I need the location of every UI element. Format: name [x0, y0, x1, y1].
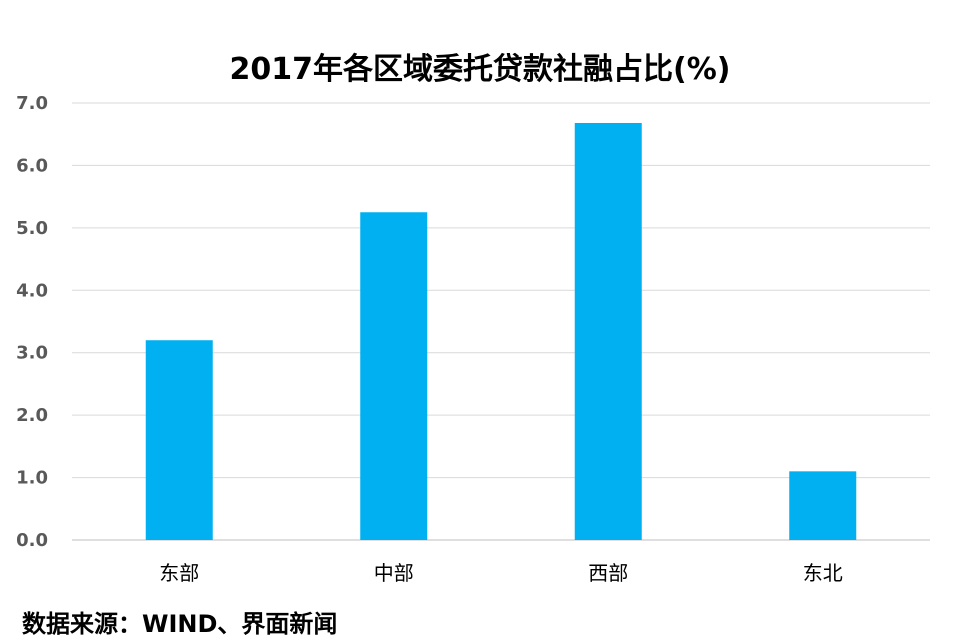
y-tick-label: 6.0: [16, 155, 48, 176]
y-tick-label: 3.0: [16, 343, 48, 364]
chart-title: 2017年各区域委托贷款社融占比(%): [229, 52, 731, 87]
bar: [360, 212, 428, 540]
y-tick-label: 1.0: [16, 468, 48, 489]
bar: [789, 471, 857, 540]
y-tick-label: 2.0: [16, 405, 48, 426]
y-tick-label: 5.0: [16, 218, 48, 239]
y-tick-label: 4.0: [16, 280, 48, 301]
x-tick-label: 东部: [159, 561, 199, 585]
y-tick-label: 0.0: [16, 530, 48, 551]
y-tick-label: 7.0: [16, 93, 48, 114]
source-note: 数据来源：WIND、界面新闻: [22, 610, 338, 638]
x-tick-label: 西部: [588, 561, 628, 585]
x-tick-label: 中部: [374, 561, 414, 585]
x-tick-label: 东北: [803, 561, 843, 585]
bar: [145, 340, 213, 540]
bar: [574, 122, 642, 540]
